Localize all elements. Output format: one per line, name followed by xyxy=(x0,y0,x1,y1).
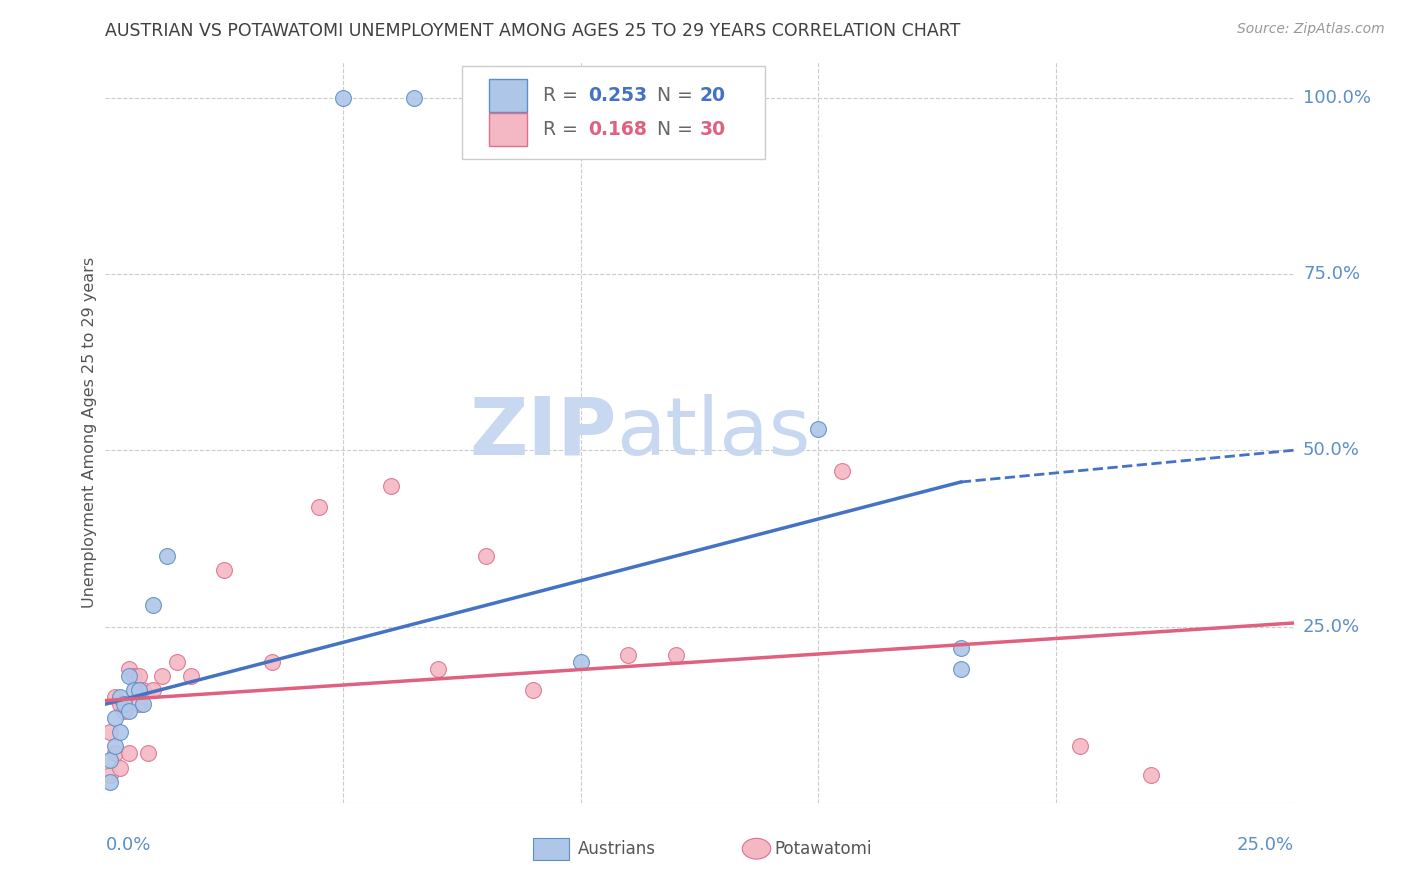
Point xyxy=(132,683,155,698)
FancyBboxPatch shape xyxy=(533,838,569,860)
Point xyxy=(118,747,141,761)
Point xyxy=(98,754,121,768)
Point xyxy=(214,563,236,577)
Point xyxy=(1140,767,1163,781)
Point xyxy=(617,648,640,662)
Point xyxy=(108,725,131,739)
Point xyxy=(522,683,544,698)
Y-axis label: Unemployment Among Ages 25 to 29 years: Unemployment Among Ages 25 to 29 years xyxy=(82,257,97,608)
Ellipse shape xyxy=(742,838,770,859)
Point xyxy=(98,725,121,739)
Point xyxy=(1069,739,1091,754)
FancyBboxPatch shape xyxy=(489,78,527,112)
Point xyxy=(108,697,131,711)
Point xyxy=(118,669,141,683)
Text: ZIP: ZIP xyxy=(470,393,616,472)
Point xyxy=(156,549,179,563)
Text: N =: N = xyxy=(657,86,699,105)
Text: 25.0%: 25.0% xyxy=(1236,836,1294,855)
Point xyxy=(128,669,150,683)
Text: 20: 20 xyxy=(700,86,725,105)
Point xyxy=(114,697,136,711)
Text: 30: 30 xyxy=(700,120,725,139)
Text: 0.0%: 0.0% xyxy=(105,836,150,855)
Text: R =: R = xyxy=(543,120,583,139)
FancyBboxPatch shape xyxy=(489,112,527,146)
Point xyxy=(108,690,131,704)
Point xyxy=(332,91,354,105)
Text: Source: ZipAtlas.com: Source: ZipAtlas.com xyxy=(1237,22,1385,37)
Point xyxy=(142,599,165,613)
Point xyxy=(949,662,972,676)
Point xyxy=(152,669,174,683)
Text: 25.0%: 25.0% xyxy=(1303,617,1360,635)
Text: N =: N = xyxy=(657,120,699,139)
Text: 100.0%: 100.0% xyxy=(1303,88,1371,107)
Point xyxy=(380,478,402,492)
Text: 0.168: 0.168 xyxy=(588,120,647,139)
Text: Potawatomi: Potawatomi xyxy=(775,839,872,858)
Point xyxy=(104,690,127,704)
Text: Austrians: Austrians xyxy=(578,839,657,858)
Point xyxy=(136,747,159,761)
Text: 0.253: 0.253 xyxy=(588,86,647,105)
Point xyxy=(104,711,127,725)
Point xyxy=(260,655,283,669)
Point xyxy=(474,549,496,563)
Point xyxy=(108,760,131,774)
Point xyxy=(128,683,150,698)
Text: 75.0%: 75.0% xyxy=(1303,265,1360,283)
Point xyxy=(104,739,127,754)
Point xyxy=(665,648,688,662)
Text: 50.0%: 50.0% xyxy=(1303,442,1360,459)
Point xyxy=(122,683,145,698)
Point xyxy=(122,669,145,683)
Point xyxy=(114,704,136,718)
Point xyxy=(807,422,830,436)
Point xyxy=(427,662,450,676)
Point xyxy=(831,464,853,478)
Point xyxy=(128,697,150,711)
Point xyxy=(308,500,330,514)
Point xyxy=(118,662,141,676)
FancyBboxPatch shape xyxy=(461,66,765,159)
Point xyxy=(142,683,165,698)
Point xyxy=(166,655,188,669)
Point xyxy=(98,767,121,781)
Point xyxy=(569,655,592,669)
Text: AUSTRIAN VS POTAWATOMI UNEMPLOYMENT AMONG AGES 25 TO 29 YEARS CORRELATION CHART: AUSTRIAN VS POTAWATOMI UNEMPLOYMENT AMON… xyxy=(105,22,960,40)
Point xyxy=(118,704,141,718)
Point xyxy=(180,669,202,683)
Point xyxy=(949,640,972,655)
Point xyxy=(404,91,426,105)
Point xyxy=(98,774,121,789)
Text: atlas: atlas xyxy=(616,393,811,472)
Point xyxy=(132,697,155,711)
Point xyxy=(104,747,127,761)
Text: R =: R = xyxy=(543,86,583,105)
